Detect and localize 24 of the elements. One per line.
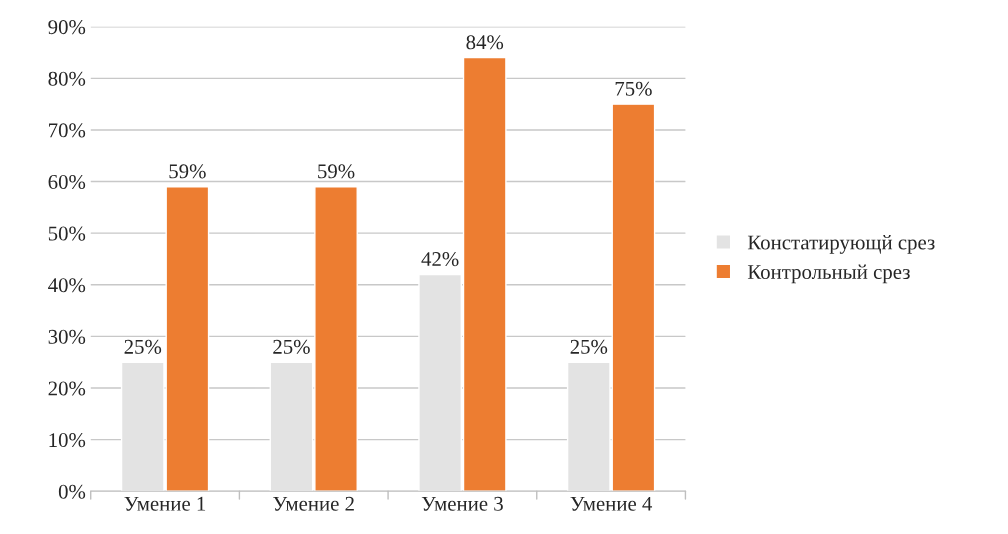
data-label: 84% (466, 35, 504, 50)
y-tick-label: 50% (48, 226, 86, 241)
x-tick-label: Умение 1 (124, 496, 206, 511)
y-tick-label: 70% (49, 123, 86, 138)
data-label: 59% (318, 164, 355, 179)
data-label: 59% (169, 164, 206, 179)
x-tick-label: Умение 2 (273, 496, 354, 511)
y-tick-label: 60% (48, 174, 86, 190)
legend-label: Констатирующй срез (747, 235, 935, 254)
y-tick-label: 30% (48, 329, 86, 344)
x-tick-label: Умение 3 (421, 496, 503, 511)
y-tick-label: 40% (48, 278, 86, 293)
x-tick-label: Умение 4 (570, 496, 653, 511)
y-tick-label: 0% (58, 484, 86, 499)
data-label: 42% (421, 252, 459, 267)
y-tick-label: 10% (49, 433, 86, 448)
y-tick-label: 80% (48, 71, 86, 86)
data-label: 25% (124, 339, 162, 354)
y-tick-label: 90% (48, 20, 86, 35)
y-tick-label: 20% (48, 381, 86, 396)
data-label: 25% (570, 339, 608, 354)
data-label: 75% (615, 81, 652, 96)
data-label: 25% (273, 339, 310, 354)
legend-label: Контрольный срез (747, 264, 910, 284)
